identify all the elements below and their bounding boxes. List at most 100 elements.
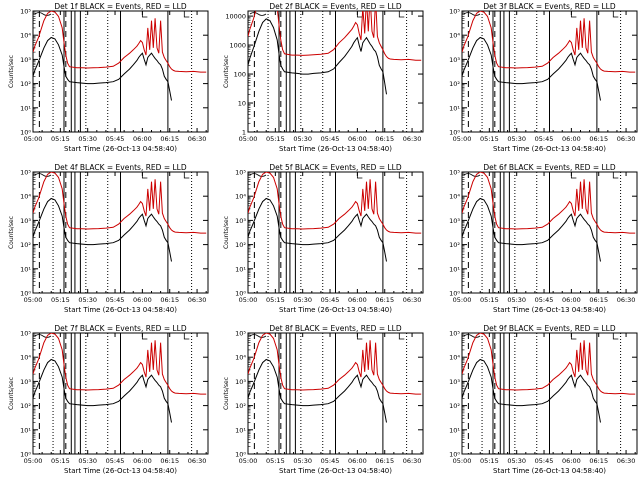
x-tick-label: 06:15 (375, 135, 394, 143)
y-tick-label: 10³ (20, 217, 31, 225)
y-tick-label: 10⁰ (235, 290, 246, 298)
corner-squiggle (34, 173, 52, 177)
x-axis-label: Start Time (26-Oct-13 04:58:40) (279, 145, 392, 153)
panel-det-4: Det 4f BLACK = Events, RED = LLD Start Ti… (8, 163, 209, 314)
y-tick-label: 100 (234, 71, 246, 79)
lld-series-line (33, 333, 207, 395)
y-tick-label: 10⁰ (20, 129, 31, 137)
x-tick-label: 06:00 (133, 296, 152, 304)
events-series-line (248, 18, 387, 95)
y-tick-label: 10¹ (20, 104, 31, 112)
panel-det-7: Det 7f BLACK = Events, RED = LLD Start Ti… (8, 324, 209, 475)
bracket-tick (141, 172, 148, 179)
y-tick-label: 10² (235, 402, 246, 410)
plot-area (462, 333, 636, 454)
x-tick-label: 06:15 (589, 296, 608, 304)
x-tick-label: 06:15 (375, 457, 394, 465)
y-tick-label: 10³ (20, 378, 31, 386)
x-tick-label: 06:15 (160, 457, 179, 465)
x-axis-label: Start Time (26-Oct-13 04:58:40) (493, 306, 606, 314)
x-tick-label: 05:00 (453, 135, 472, 143)
y-axis-label: Counts/sec (8, 216, 15, 249)
corner-squiggle (34, 12, 52, 16)
x-tick-label: 06:00 (348, 457, 367, 465)
x-tick-label: 05:00 (24, 135, 43, 143)
lld-series-line (248, 11, 422, 61)
y-tick-label: 1 (242, 129, 246, 137)
plot-area (33, 172, 207, 293)
events-series-line (462, 36, 601, 101)
corner-squiggle (463, 173, 481, 177)
y-tick-label: 10¹ (20, 265, 31, 273)
panel-det-9: Det 9f BLACK = Events, RED = LLD Start Ti… (449, 324, 638, 475)
events-series-line (33, 358, 172, 423)
lld-series-line (462, 172, 636, 234)
x-tick-label: 05:00 (239, 296, 258, 304)
panel-det-5: Det 5f BLACK = Events, RED = LLD Start Ti… (223, 163, 424, 314)
x-axis-label: Start Time (26-Oct-13 04:58:40) (64, 306, 177, 314)
bracket-tick (570, 172, 577, 179)
bracket-tick (141, 333, 148, 340)
x-axis-label: Start Time (26-Oct-13 04:58:40) (279, 306, 392, 314)
x-tick-label: 06:00 (133, 135, 152, 143)
x-tick-label: 05:30 (507, 135, 526, 143)
y-tick-label: 10⁰ (449, 290, 460, 298)
x-axis-label: Start Time (26-Oct-13 04:58:40) (493, 145, 606, 153)
x-tick-label: 06:15 (375, 296, 394, 304)
plot-area (33, 333, 207, 454)
y-tick-label: 10² (449, 80, 460, 88)
x-tick-label: 06:15 (589, 457, 608, 465)
panel-det-1: Det 1f BLACK = Events, RED = LLD Start Ti… (8, 2, 209, 153)
y-tick-label: 10000 (225, 13, 246, 21)
x-tick-label: 06:00 (562, 135, 581, 143)
x-axis-label: Start Time (26-Oct-13 04:58:40) (64, 145, 177, 153)
x-tick-label: 05:15 (480, 296, 499, 304)
bracket-tick (570, 333, 577, 340)
x-tick-label: 06:30 (403, 296, 422, 304)
lld-series-line (462, 11, 636, 73)
y-tick-label: 10⁵ (235, 330, 246, 338)
x-tick-label: 06:30 (617, 135, 636, 143)
x-tick-label: 06:00 (562, 296, 581, 304)
y-tick-label: 10⁴ (20, 193, 31, 201)
events-series-line (462, 358, 601, 423)
corner-squiggle (463, 334, 481, 338)
x-tick-label: 06:15 (160, 296, 179, 304)
y-tick-label: 10¹ (449, 265, 460, 273)
panel-title: Det 6f BLACK = Events, RED = LLD (483, 163, 616, 172)
y-tick-label: 10⁴ (235, 354, 246, 362)
events-series-line (462, 197, 601, 262)
bracket-tick (183, 172, 190, 179)
x-tick-label: 05:30 (78, 457, 97, 465)
x-tick-label: 05:45 (321, 457, 340, 465)
y-tick-label: 10³ (235, 217, 246, 225)
plot-area (248, 172, 422, 293)
y-tick-label: 10⁵ (235, 169, 246, 177)
plot-area (462, 11, 636, 132)
panel-title: Det 2f BLACK = Events, RED = LLD (269, 2, 402, 11)
x-tick-label: 05:45 (535, 296, 554, 304)
x-tick-label: 05:30 (293, 457, 312, 465)
y-tick-label: 10¹ (235, 426, 246, 434)
x-tick-label: 06:00 (348, 296, 367, 304)
x-tick-label: 05:15 (266, 457, 285, 465)
x-tick-label: 05:30 (507, 457, 526, 465)
x-tick-label: 05:15 (480, 457, 499, 465)
y-tick-label: 10³ (449, 217, 460, 225)
y-tick-label: 10⁰ (449, 451, 460, 459)
x-tick-label: 05:15 (51, 296, 70, 304)
x-tick-label: 05:00 (239, 135, 258, 143)
bracket-tick (356, 333, 363, 340)
y-tick-label: 10² (20, 402, 31, 410)
x-tick-label: 05:30 (507, 296, 526, 304)
lld-series-line (462, 333, 636, 395)
plot-area (248, 333, 422, 454)
y-axis-label: Counts/sec (8, 55, 15, 88)
bracket-tick (141, 11, 148, 18)
y-tick-label: 10¹ (235, 265, 246, 273)
panel-title: Det 9f BLACK = Events, RED = LLD (483, 324, 616, 333)
corner-squiggle (249, 173, 267, 177)
y-tick-label: 10¹ (20, 426, 31, 434)
x-tick-label: 05:45 (535, 135, 554, 143)
